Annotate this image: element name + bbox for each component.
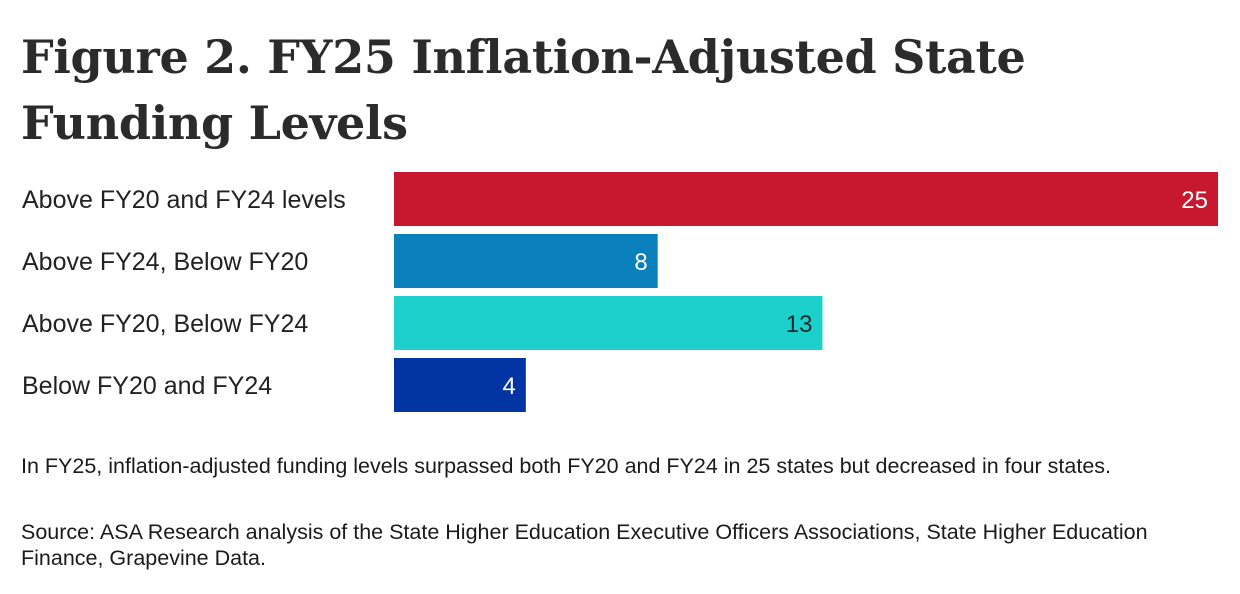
category-label: Above FY20 and FY24 levels	[22, 186, 346, 214]
data-label: 4	[502, 373, 515, 400]
category-label: Above FY20, Below FY24	[22, 310, 308, 338]
category-label: Below FY20 and FY24	[22, 372, 272, 400]
category-label: Above FY24, Below FY20	[22, 248, 308, 276]
bar	[394, 358, 526, 412]
data-label: 25	[1181, 187, 1208, 214]
chart-title: Figure 2. FY25 Inflation-Adjusted State …	[21, 30, 1026, 150]
chart-source: Source: ASA Research analysis of the Sta…	[21, 520, 1148, 570]
bar	[394, 234, 658, 288]
bar	[394, 172, 1218, 226]
data-label: 8	[634, 249, 647, 276]
bar	[394, 296, 823, 350]
bars-group: Above FY20 and FY24 levels 25 Above FY24, …	[22, 172, 1218, 412]
chart-note: In FY25, inflation-adjusted funding leve…	[21, 454, 1112, 478]
bar-chart: Above FY20 and FY24 levels 25 Above FY24, …	[22, 172, 1218, 412]
data-label: 13	[786, 311, 813, 338]
